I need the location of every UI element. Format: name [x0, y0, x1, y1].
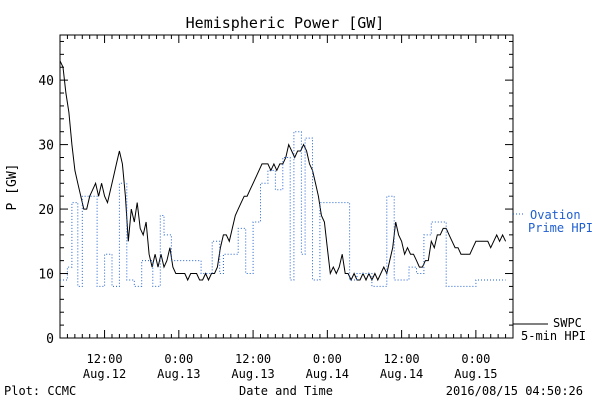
legend-swpc-label-2: 5-min HPI [521, 329, 586, 343]
plot-frame [59, 34, 514, 339]
x-tick-date-label: Aug.14 [380, 367, 423, 381]
x-tick-date-label: Aug.12 [83, 367, 126, 381]
x-tick-date-label: Aug.13 [157, 367, 200, 381]
x-axis-label: Date and Time [239, 384, 333, 398]
x-axis-ticks: 12:00Aug.120:00Aug.1312:00Aug.130:00Aug.… [66, 35, 507, 381]
x-tick-time-label: 12:00 [384, 352, 420, 366]
x-tick-date-label: Aug.13 [231, 367, 274, 381]
plot-timestamp: 2016/08/15 04:50:26 [446, 384, 583, 398]
legend-ovation-label-2: Prime HPI [528, 221, 593, 235]
series-layer [59, 60, 507, 287]
swpc-hpi-line [59, 60, 507, 282]
y-tick-label: 0 [46, 332, 54, 347]
y-tick-label: 40 [38, 74, 54, 89]
y-tick-label: 30 [38, 139, 54, 154]
legend-ovation-label-1: Ovation [530, 208, 581, 222]
y-tick-label: 10 [38, 268, 54, 283]
x-tick-time-label: 0:00 [164, 352, 193, 366]
legend-swpc-label-1: SWPC [553, 316, 582, 330]
y-axis-label: P [GW] [5, 164, 20, 211]
x-tick-time-label: 0:00 [313, 352, 342, 366]
x-tick-date-label: Aug.15 [454, 367, 497, 381]
y-axis-ticks: 0 10 20 30 40 [38, 40, 513, 347]
chart-title: Hemispheric Power [GW] [186, 14, 385, 32]
x-tick-time-label: 12:00 [235, 352, 271, 366]
x-tick-time-label: 12:00 [86, 352, 122, 366]
ovation-prime-hpi-line [60, 131, 506, 287]
plot-credit: Plot: CCMC [4, 384, 76, 398]
x-tick-time-label: 0:00 [461, 352, 490, 366]
y-tick-label: 20 [38, 203, 54, 218]
x-tick-date-label: Aug.14 [306, 367, 349, 381]
